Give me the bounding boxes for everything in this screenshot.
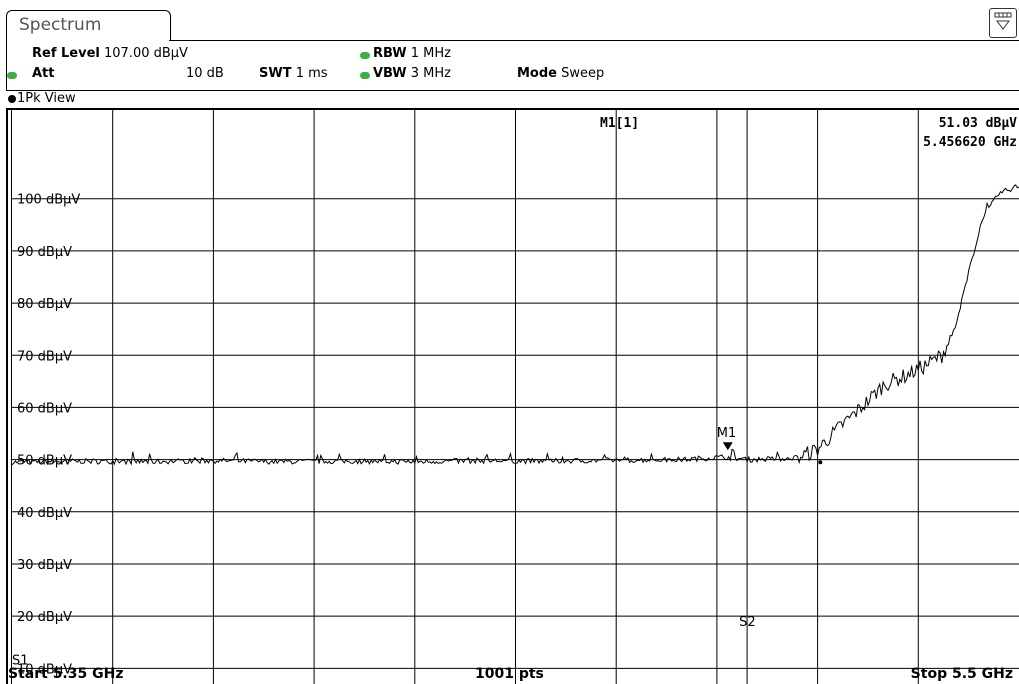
swt-label: SWT: [259, 66, 292, 81]
marker-readout-frequency: 5.456620 GHz: [923, 135, 1017, 150]
y-tick-labels: 100 dBµV 90 dBµV 80 dBµV 70 dBµV 60 dBµV 50 d…: [17, 193, 80, 678]
rbw: RBW 1 MHz: [373, 46, 451, 61]
vbw-value: 3 MHz: [410, 66, 451, 81]
ref-level: Ref Level 107.00 dBµV: [32, 46, 188, 61]
trace-line: [11, 184, 1019, 466]
mode-value: Sweep: [561, 66, 605, 81]
mode: Mode Sweep: [517, 66, 604, 81]
y-tick-label: 60 dBµV: [17, 401, 72, 416]
trace-point: [818, 460, 823, 465]
stop-frequency: Stop 5.5 GHz: [910, 666, 1013, 682]
grid: [12, 110, 1019, 684]
y-tick-label: 40 dBµV: [17, 506, 72, 521]
view-label: 1Pk View: [17, 91, 76, 106]
marker-m1-icon: [722, 442, 733, 451]
rbw-value: 1 MHz: [410, 46, 451, 61]
y-tick-label: 30 dBµV: [17, 558, 72, 573]
y-tick-label: 50 dBµV: [17, 454, 72, 469]
ref-level-value: 107.00 dBµV: [104, 46, 188, 61]
y-tick-label: 80 dBµV: [17, 297, 72, 312]
rbw-label: RBW: [373, 46, 407, 61]
menu-icon[interactable]: [989, 8, 1017, 38]
spectrum-tab[interactable]: Spectrum: [6, 10, 171, 41]
marker-readout-name: M1[1]: [600, 116, 639, 131]
tab-label: Spectrum: [19, 15, 102, 35]
plot-inner-left-border: [11, 110, 12, 684]
y-tick-label: 70 dBµV: [17, 349, 72, 364]
ref-level-label: Ref Level: [32, 46, 100, 61]
y-tick-label: 20 dBµV: [17, 610, 72, 625]
att-label-wrap: Att: [32, 66, 55, 81]
vbw-status-dot: [360, 72, 370, 79]
start-frequency: Start 5.35 GHz: [8, 666, 124, 682]
tab-divider: [169, 40, 1019, 41]
vbw-label: VBW: [373, 66, 407, 81]
markers: S1 S2 M1: [12, 110, 823, 684]
swt-value: 1 ms: [295, 66, 328, 81]
marker-m1-label: M1: [717, 426, 737, 441]
trace: [11, 184, 1019, 466]
att-status-dot: [7, 72, 17, 79]
header-left-border: [6, 40, 7, 90]
att-value: 10 dB: [186, 66, 224, 81]
y-tick-label: 10 dBµV: [17, 662, 72, 677]
view-bar: [6, 90, 1019, 110]
sweep-points: 1001 pts: [475, 666, 544, 682]
swt: SWT 1 ms: [259, 66, 328, 81]
s2-label: S2: [739, 615, 756, 630]
att-label: Att: [32, 66, 55, 81]
plot-top-border: [6, 108, 1019, 110]
mode-label: Mode: [517, 66, 557, 81]
marker-readout-level: 51.03 dBµV: [939, 116, 1017, 131]
vbw: VBW 3 MHz: [373, 66, 451, 81]
y-tick-label: 100 dBµV: [17, 193, 80, 208]
s1-label: S1: [12, 653, 29, 668]
trace-indicator-icon: [8, 95, 16, 103]
rbw-status-dot: [360, 52, 370, 59]
y-tick-label: 90 dBµV: [17, 245, 72, 260]
plot-left-border: [6, 108, 8, 684]
